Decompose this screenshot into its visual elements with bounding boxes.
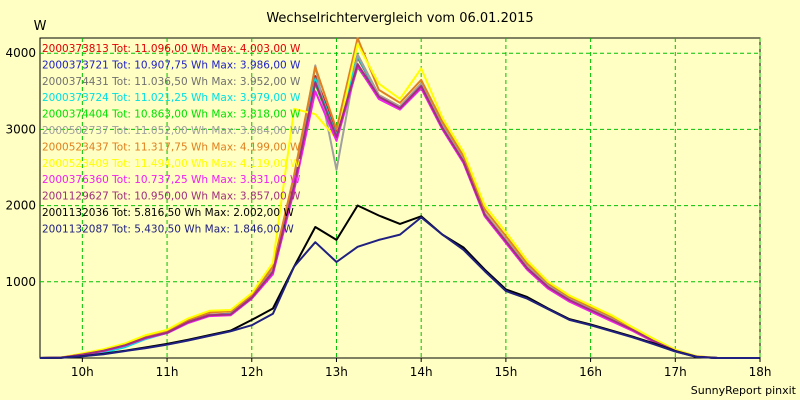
- x-tick-label: 16h: [579, 365, 602, 379]
- series-line-2001132087: [39, 216, 760, 359]
- legend-entry-2000523409: 2000523409 Tot: 11.494,00 Wh Max: 4.119,…: [42, 158, 301, 170]
- footer-credit: SunnyReport pinxit: [691, 384, 797, 397]
- x-tick-label: 13h: [325, 365, 348, 379]
- legend: 2000373813 Tot: 11.096,00 Wh Max: 4.003,…: [42, 43, 301, 235]
- legend-entry-2000373721: 2000373721 Tot: 10.907,75 Wh Max: 3.986,…: [42, 59, 301, 71]
- series-lines: [39, 37, 760, 359]
- legend-entry-2001132087: 2001132087 Tot: 5.430,50 Wh Max: 1.846,0…: [42, 223, 294, 235]
- legend-entry-2000523437: 2000523437 Tot: 11.317,75 Wh Max: 4.199,…: [42, 141, 301, 153]
- legend-entry-2001129627: 2001129627 Tot: 10.950,00 Wh Max: 3.857,…: [42, 191, 301, 203]
- x-tick-label: 18h: [749, 365, 772, 379]
- axes: 10h 11h 12h 13h 14h 15h 16h 17h 18h 1000 2000 3000 4…: [5, 46, 771, 379]
- legend-entry-2000373813: 2000373813 Tot: 11.096,00 Wh Max: 4.003,…: [42, 43, 301, 55]
- legend-entry-2000373724: 2000373724 Tot: 11.021,25 Wh Max: 3.979,…: [42, 92, 301, 104]
- legend-entry-2000502737: 2000502737 Tot: 11.052,00 Wh Max: 3.984,…: [42, 125, 301, 137]
- legend-entry-2001132036: 2001132036 Tot: 5.816,50 Wh Max: 2.002,0…: [42, 207, 294, 219]
- legend-entry-2000374431: 2000374431 Tot: 11.036,50 Wh Max: 3.952,…: [42, 76, 301, 88]
- legend-entry-2000374404: 2000374404 Tot: 10.863,00 Wh Max: 3.818,…: [42, 109, 301, 121]
- x-tick-label: 14h: [410, 365, 433, 379]
- legend-entry-2000376360: 2000376360 Tot: 10.737,25 Wh Max: 3.831,…: [42, 174, 301, 186]
- plot-area: [39, 37, 761, 359]
- x-tick-label: 11h: [156, 365, 179, 379]
- y-tick-label: 4000: [5, 46, 36, 60]
- y-tick-label: 2000: [5, 199, 36, 213]
- grid-lines: [40, 38, 761, 358]
- y-tick-label: 1000: [5, 275, 36, 289]
- x-tick-label: 12h: [240, 365, 263, 379]
- series-line-2000523409: [39, 43, 760, 359]
- y-tick-label: 3000: [5, 122, 36, 136]
- y-axis-unit-label: W: [34, 19, 47, 34]
- series-line-2001129627: [39, 63, 760, 359]
- chart-title: Wechselrichtervergleich vom 06.01.2015: [266, 11, 533, 26]
- x-tick-label: 15h: [494, 365, 517, 379]
- x-tick-label: 10h: [71, 365, 94, 379]
- x-tick-label: 17h: [664, 365, 687, 379]
